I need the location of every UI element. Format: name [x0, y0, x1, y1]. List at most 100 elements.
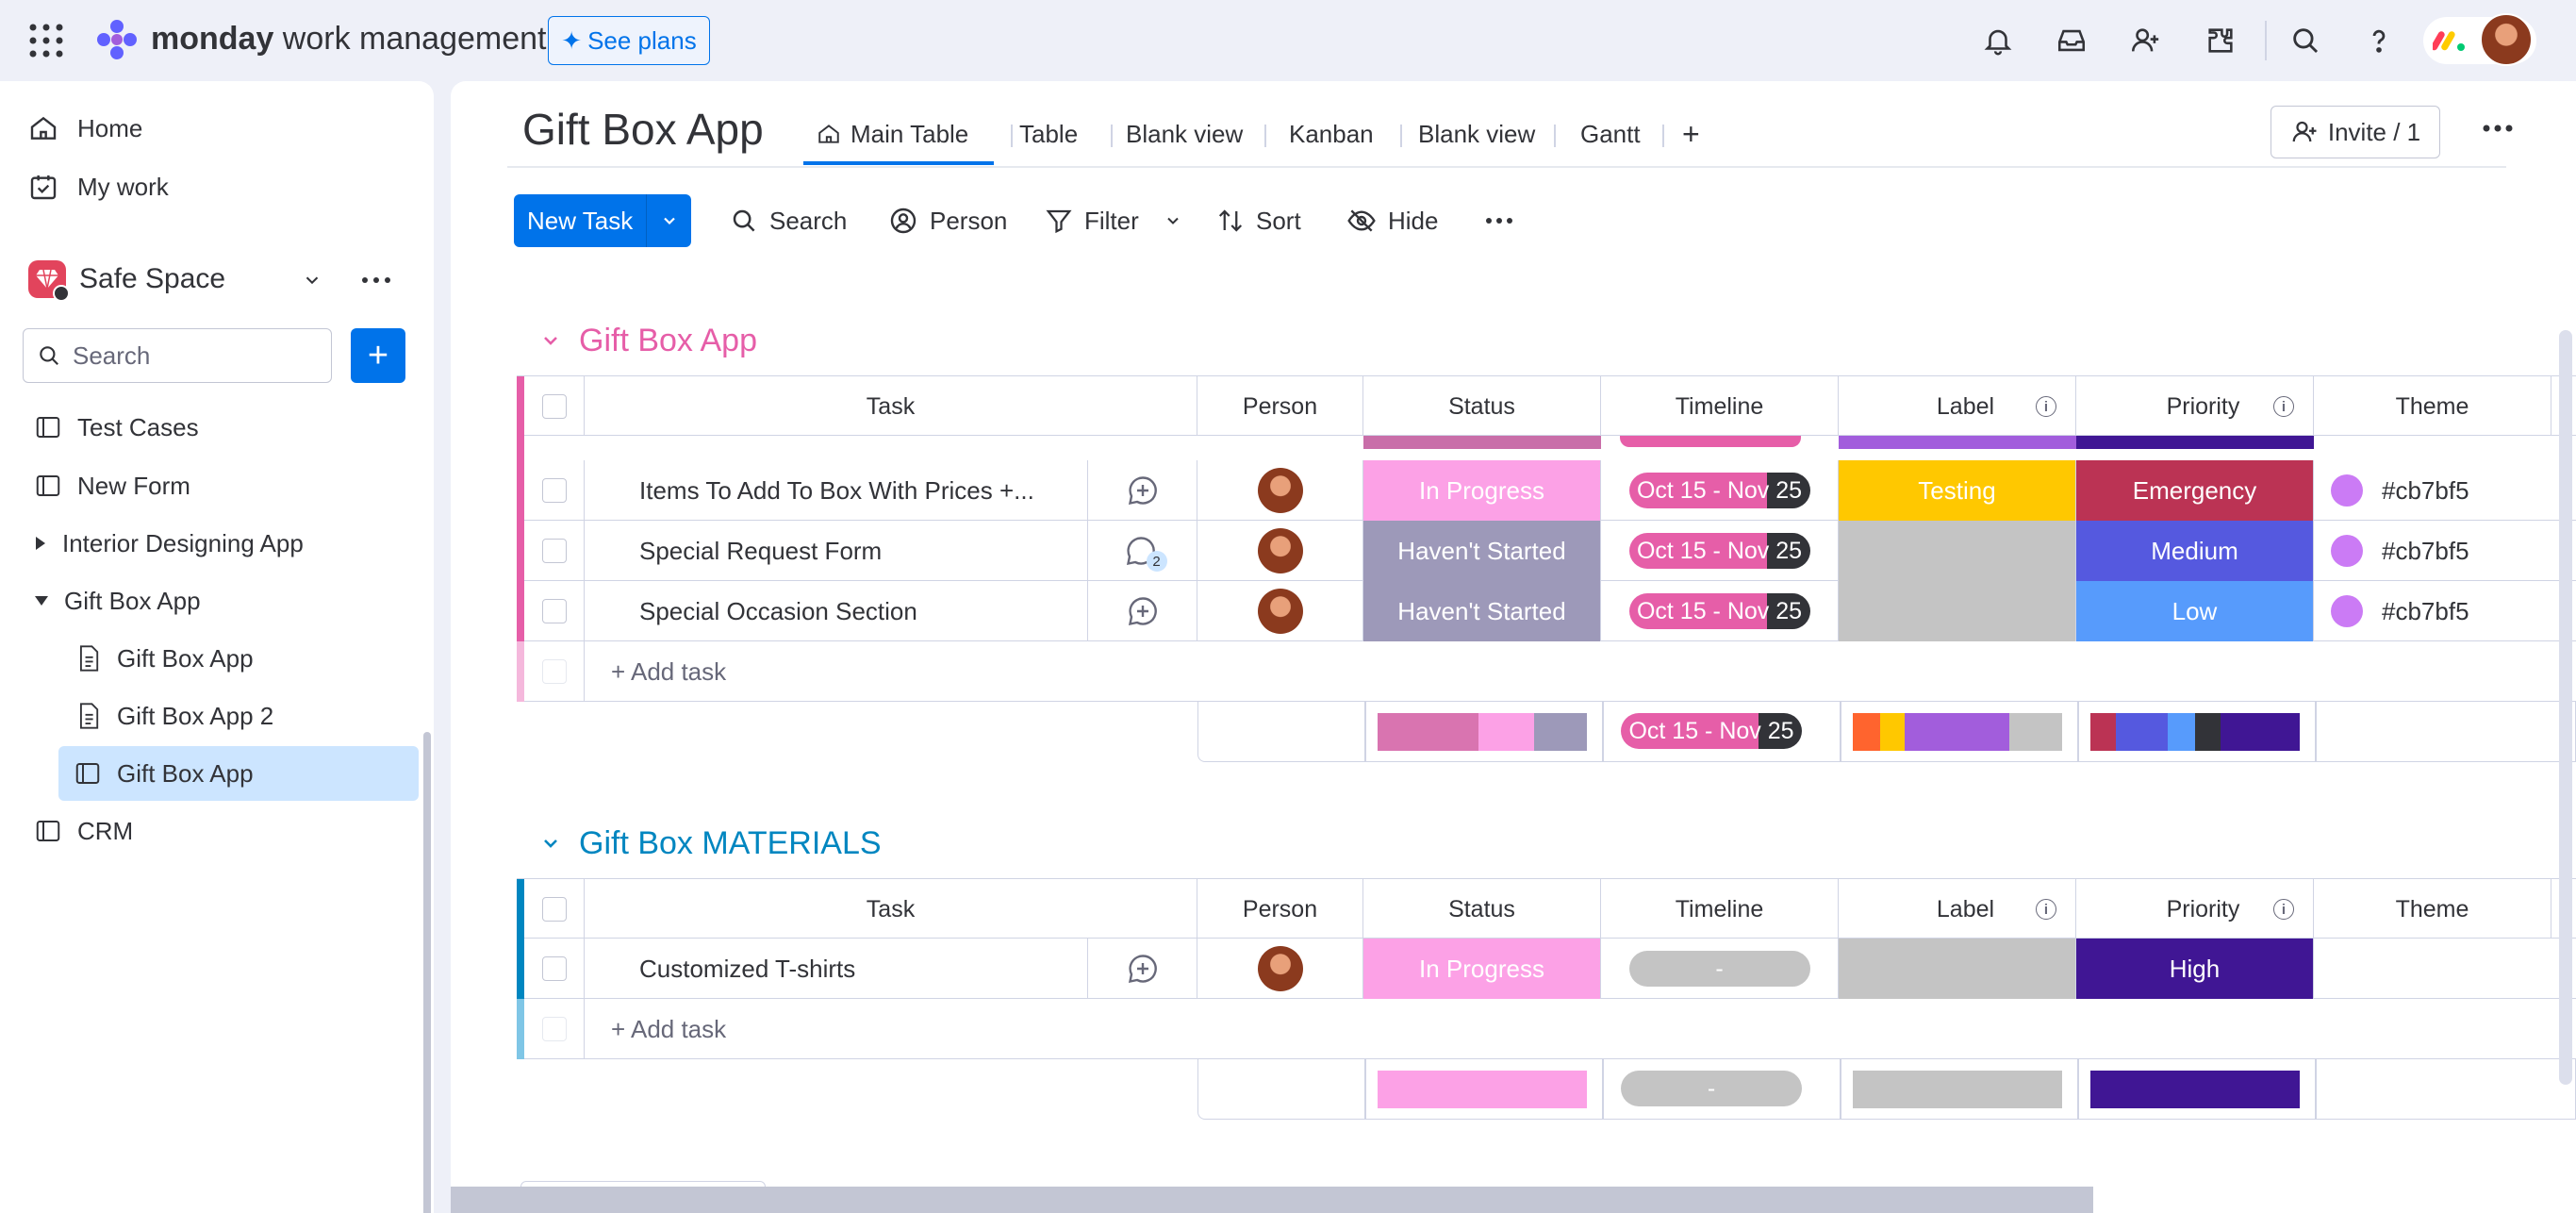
- sidebar-home[interactable]: Home: [28, 102, 142, 155]
- column-header-status[interactable]: Status: [1363, 879, 1601, 939]
- status-cell[interactable]: Haven't Started: [1363, 521, 1601, 581]
- search-icon[interactable]: [2286, 21, 2325, 60]
- select-all-checkbox-cell[interactable]: [524, 879, 585, 939]
- checkbox[interactable]: [541, 478, 567, 503]
- table-row[interactable]: Special Occasion Section Haven't Started…: [517, 581, 2576, 641]
- brand-name[interactable]: monday work management: [151, 21, 547, 57]
- column-header-task[interactable]: Task: [585, 376, 1197, 437]
- person-cell[interactable]: [1197, 521, 1363, 581]
- page-title[interactable]: Gift Box App: [522, 105, 764, 154]
- add-task-row[interactable]: + Add task: [517, 999, 2576, 1059]
- label-cell[interactable]: [1839, 939, 2076, 999]
- timeline-summary[interactable]: Oct 15 - Nov 25: [1621, 713, 1802, 749]
- task-name-cell[interactable]: Items To Add To Box With Prices +...: [585, 460, 1088, 521]
- column-header-priority[interactable]: Priority i: [2076, 879, 2314, 939]
- workspace-selector[interactable]: Safe Space: [28, 251, 415, 307]
- task-name-cell[interactable]: Customized T-shirts: [585, 939, 1088, 999]
- priority-cell[interactable]: High: [2076, 939, 2314, 999]
- sidebar-item-test-cases[interactable]: Test Cases: [34, 400, 199, 455]
- info-icon[interactable]: i: [2272, 396, 2294, 417]
- priority-cell[interactable]: Low: [2076, 581, 2314, 641]
- row-checkbox-cell[interactable]: [524, 521, 585, 581]
- info-icon[interactable]: i: [2035, 396, 2056, 417]
- column-header-timeline[interactable]: Timeline: [1601, 879, 1839, 939]
- chevron-down-icon[interactable]: [1164, 211, 1182, 230]
- priority-cell[interactable]: Medium: [2076, 521, 2314, 581]
- table-row[interactable]: Customized T-shirts In Progress - High: [517, 939, 2576, 999]
- person-cell[interactable]: [1197, 460, 1363, 521]
- sidebar-folder-interior-designing[interactable]: Interior Designing App: [34, 516, 304, 571]
- apps-marketplace-icon[interactable]: [2201, 21, 2240, 60]
- sidebar-item-gift-box-board[interactable]: Gift Box App: [58, 746, 419, 801]
- tab-kanban[interactable]: Kanban: [1289, 119, 1374, 148]
- user-avatar[interactable]: [2480, 13, 2533, 66]
- app-switcher-icon[interactable]: [28, 23, 64, 58]
- table-row[interactable]: Items To Add To Box With Prices +... In …: [517, 460, 2576, 521]
- add-task-input[interactable]: + Add task: [611, 1014, 727, 1043]
- column-header-label[interactable]: Label i: [1839, 376, 2076, 437]
- row-checkbox-cell[interactable]: [524, 581, 585, 641]
- more-options-icon[interactable]: [360, 270, 392, 291]
- column-header-priority[interactable]: Priority i: [2076, 376, 2314, 437]
- column-header-theme[interactable]: Theme: [2314, 879, 2551, 939]
- column-header-person[interactable]: Person: [1197, 879, 1363, 939]
- add-view-button[interactable]: +: [1682, 113, 1700, 155]
- toolbar-search[interactable]: Search: [730, 194, 847, 247]
- tab-blank-view-2[interactable]: Blank view: [1418, 119, 1536, 148]
- label-cell[interactable]: [1839, 521, 2076, 581]
- person-cell[interactable]: [1197, 581, 1363, 641]
- checkbox[interactable]: [541, 897, 567, 922]
- toolbar-more-icon[interactable]: [1484, 215, 1514, 226]
- board-more-options-icon[interactable]: [2482, 123, 2514, 134]
- toolbar-filter[interactable]: Filter: [1045, 194, 1182, 247]
- invite-members-icon[interactable]: [2125, 21, 2165, 60]
- priority-cell[interactable]: Emergency: [2076, 460, 2314, 521]
- chevron-down-icon[interactable]: [539, 832, 562, 855]
- chevron-down-icon[interactable]: [302, 270, 322, 291]
- sidebar-item-crm[interactable]: CRM: [34, 804, 133, 858]
- add-update-button[interactable]: [1088, 460, 1197, 521]
- help-icon[interactable]: [2359, 21, 2399, 60]
- task-name-cell[interactable]: Special Request Form: [585, 521, 1088, 581]
- new-task-dropdown[interactable]: [646, 194, 691, 247]
- add-task-input[interactable]: + Add task: [611, 656, 727, 686]
- see-plans-button[interactable]: ✦ See plans: [548, 16, 710, 65]
- sidebar-item-gift-box-doc[interactable]: Gift Box App: [75, 631, 254, 686]
- label-summary-bar[interactable]: [1853, 1071, 2062, 1108]
- status-cell[interactable]: In Progress: [1363, 939, 1601, 999]
- checkbox[interactable]: [541, 599, 567, 623]
- column-header-status[interactable]: Status: [1363, 376, 1601, 437]
- checkbox[interactable]: [541, 539, 567, 563]
- checkbox[interactable]: [541, 956, 567, 981]
- add-item-button[interactable]: +: [351, 328, 405, 383]
- info-icon[interactable]: i: [2272, 899, 2294, 920]
- sidebar-folder-gift-box-app[interactable]: Gift Box App: [34, 573, 201, 628]
- tab-gantt[interactable]: Gantt: [1580, 119, 1641, 148]
- group-header-gift-box-app[interactable]: Gift Box App: [539, 317, 757, 364]
- column-header-theme[interactable]: Theme: [2314, 376, 2551, 437]
- status-summary-bar[interactable]: [1378, 1071, 1587, 1108]
- toolbar-person-filter[interactable]: Person: [888, 194, 1007, 247]
- invite-button[interactable]: Invite / 1: [2271, 106, 2440, 158]
- row-checkbox-cell[interactable]: [524, 460, 585, 521]
- notifications-icon[interactable]: [1978, 21, 2018, 60]
- timeline-cell[interactable]: Oct 15 - Nov 25: [1601, 521, 1839, 581]
- label-summary-bar[interactable]: [1853, 713, 2062, 751]
- theme-cell[interactable]: [2314, 939, 2576, 999]
- add-update-button[interactable]: [1088, 581, 1197, 641]
- column-header-timeline[interactable]: Timeline: [1601, 376, 1839, 437]
- theme-cell[interactable]: #cb7bf5: [2314, 460, 2576, 521]
- timeline-cell[interactable]: -: [1601, 939, 1839, 999]
- timeline-cell[interactable]: Oct 15 - Nov 25: [1601, 581, 1839, 641]
- column-header-label[interactable]: Label i: [1839, 879, 2076, 939]
- theme-cell[interactable]: #cb7bf5: [2314, 581, 2576, 641]
- priority-summary-bar[interactable]: [2090, 1071, 2300, 1108]
- timeline-cell[interactable]: Oct 15 - Nov 25: [1601, 460, 1839, 521]
- label-cell[interactable]: Testing: [1839, 460, 2076, 521]
- horizontal-scrollbar[interactable]: [451, 1187, 2093, 1213]
- add-task-row[interactable]: + Add task: [517, 641, 2576, 702]
- row-checkbox-cell[interactable]: [524, 939, 585, 999]
- column-header-task[interactable]: Task: [585, 879, 1197, 939]
- table-row[interactable]: Special Request Form 2 Haven't Started O…: [517, 521, 2576, 581]
- group-header-gift-box-materials[interactable]: Gift Box MATERIALS: [539, 820, 882, 867]
